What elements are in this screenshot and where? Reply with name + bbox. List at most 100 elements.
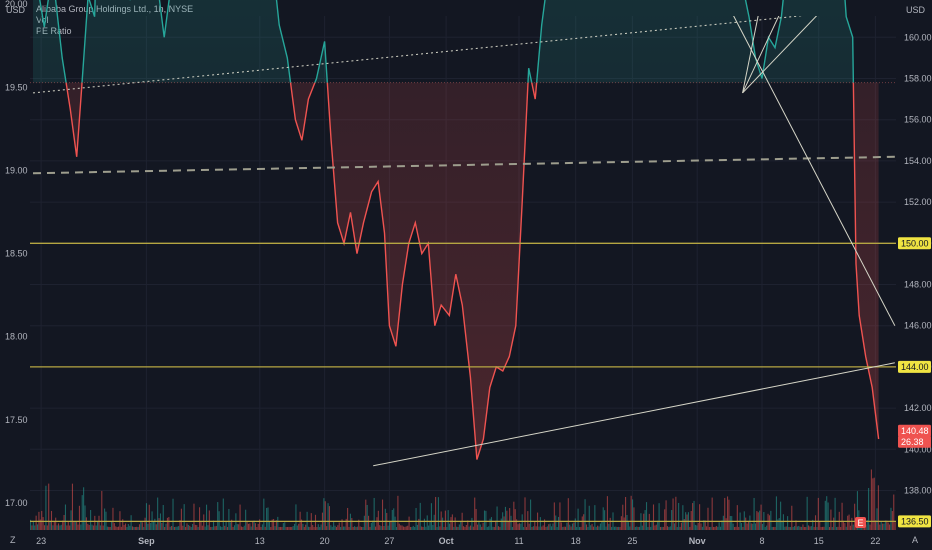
- trend-line-dashed[interactable]: [32, 155, 895, 175]
- volume-bar: [592, 526, 594, 530]
- volume-bar: [886, 520, 888, 530]
- volume-bar: [761, 523, 764, 530]
- volume-bar: [627, 522, 629, 530]
- volume-bar: [435, 496, 437, 530]
- volume-bar: [112, 507, 114, 530]
- level-badge[interactable]: 144.00: [898, 360, 931, 373]
- volume-bar: [355, 526, 357, 530]
- volume-bar: [629, 526, 631, 530]
- volume-bar: [877, 485, 879, 530]
- last-price-badge[interactable]: 140.48: [898, 424, 931, 437]
- volume-bar: [869, 524, 871, 530]
- badge-bg: [898, 237, 931, 250]
- volume-bar: [387, 525, 389, 530]
- volume-bar: [736, 505, 738, 530]
- right-axis-tick: 160.00: [904, 32, 932, 42]
- right-axis-tick: 156.00: [904, 115, 932, 125]
- volume-bar: [277, 516, 279, 530]
- right-currency-label[interactable]: USD: [906, 5, 926, 15]
- x-axis-tick: 25: [627, 536, 637, 546]
- volume-bar: [821, 526, 824, 530]
- volume-bar: [60, 524, 62, 530]
- volume-bar: [849, 525, 852, 530]
- trend-line-solid[interactable]: [600, 0, 896, 326]
- volume-bar: [273, 518, 275, 530]
- volume-bar: [724, 497, 726, 530]
- volume-bar: [581, 516, 583, 530]
- volume-bar: [806, 496, 808, 530]
- volume-bar: [331, 526, 333, 530]
- volume-bar: [423, 518, 425, 530]
- volume-bar: [376, 517, 378, 530]
- volume-bar: [358, 519, 360, 530]
- level-badge[interactable]: 150.00: [898, 237, 931, 250]
- volume-bar: [795, 520, 797, 530]
- level-badge[interactable]: 136.50: [898, 515, 931, 528]
- volume-bar: [152, 521, 155, 530]
- badge-text: 26.38: [901, 437, 924, 447]
- auto-scale-icon[interactable]: A: [912, 535, 919, 545]
- volume-bar: [74, 521, 76, 530]
- volume-bar: [597, 525, 599, 530]
- volume-bar: [194, 524, 196, 530]
- trend-line-dotted[interactable]: [32, 6, 895, 94]
- volume-bar: [171, 526, 173, 530]
- volume-bar: [760, 504, 762, 530]
- volume-bar: [662, 526, 664, 530]
- volume-bar: [823, 526, 825, 530]
- volume-bar: [884, 520, 886, 530]
- volume-bar: [268, 521, 270, 530]
- trend-line-solid[interactable]: [373, 362, 895, 467]
- volume-bar: [298, 523, 300, 530]
- volume-bar: [595, 526, 597, 530]
- volume-bar: [471, 517, 473, 530]
- left-currency-label[interactable]: USD: [6, 5, 26, 15]
- volume-bar: [415, 508, 417, 530]
- volume-bar: [327, 503, 329, 530]
- volume-bar: [319, 526, 321, 530]
- volume-bar: [507, 521, 509, 530]
- volume-bar: [97, 520, 99, 530]
- volume-bar: [36, 524, 39, 530]
- volume-bar: [773, 526, 775, 530]
- trend-line-solid[interactable]: [742, 0, 827, 94]
- volume-bar: [144, 517, 146, 530]
- timezone-icon[interactable]: Z: [10, 535, 16, 545]
- volume-bar: [166, 517, 168, 530]
- volume-bar: [766, 525, 768, 530]
- volume-bar: [123, 524, 125, 530]
- volume-bar: [476, 524, 479, 530]
- right-axis-tick: 148.00: [904, 280, 932, 290]
- volume-bar: [281, 526, 283, 530]
- volume-bar: [750, 523, 752, 530]
- volume-bar: [130, 515, 132, 530]
- volume-bar: [70, 510, 72, 530]
- volume-bar: [91, 524, 93, 530]
- volume-bar: [45, 485, 47, 530]
- volume-bar: [608, 523, 610, 530]
- volume-bar: [781, 521, 783, 530]
- volume-bar: [497, 526, 500, 530]
- left-axis-tick: 19.00: [5, 165, 28, 175]
- volume-bar: [692, 503, 694, 530]
- volume-bar: [133, 526, 135, 530]
- volume-bar: [49, 521, 51, 530]
- volume-bar: [157, 497, 159, 530]
- volume-bar: [204, 526, 206, 530]
- volume-bar: [517, 524, 519, 530]
- volume-bar: [419, 502, 421, 530]
- volume-bar: [165, 523, 167, 530]
- volume-bar: [520, 523, 522, 530]
- trend-line-solid[interactable]: [742, 0, 895, 94]
- volume-bar: [291, 526, 293, 530]
- volume-bar: [439, 526, 441, 530]
- volume-bar: [697, 522, 699, 530]
- volume-bar: [468, 526, 470, 530]
- volume-bar: [148, 504, 150, 530]
- pe-value-badge[interactable]: 26.38: [898, 435, 931, 448]
- badge-text: 150.00: [901, 238, 929, 248]
- volume-bar: [544, 519, 546, 530]
- trend-line-solid[interactable]: [742, 0, 895, 94]
- volume-bar: [633, 507, 635, 530]
